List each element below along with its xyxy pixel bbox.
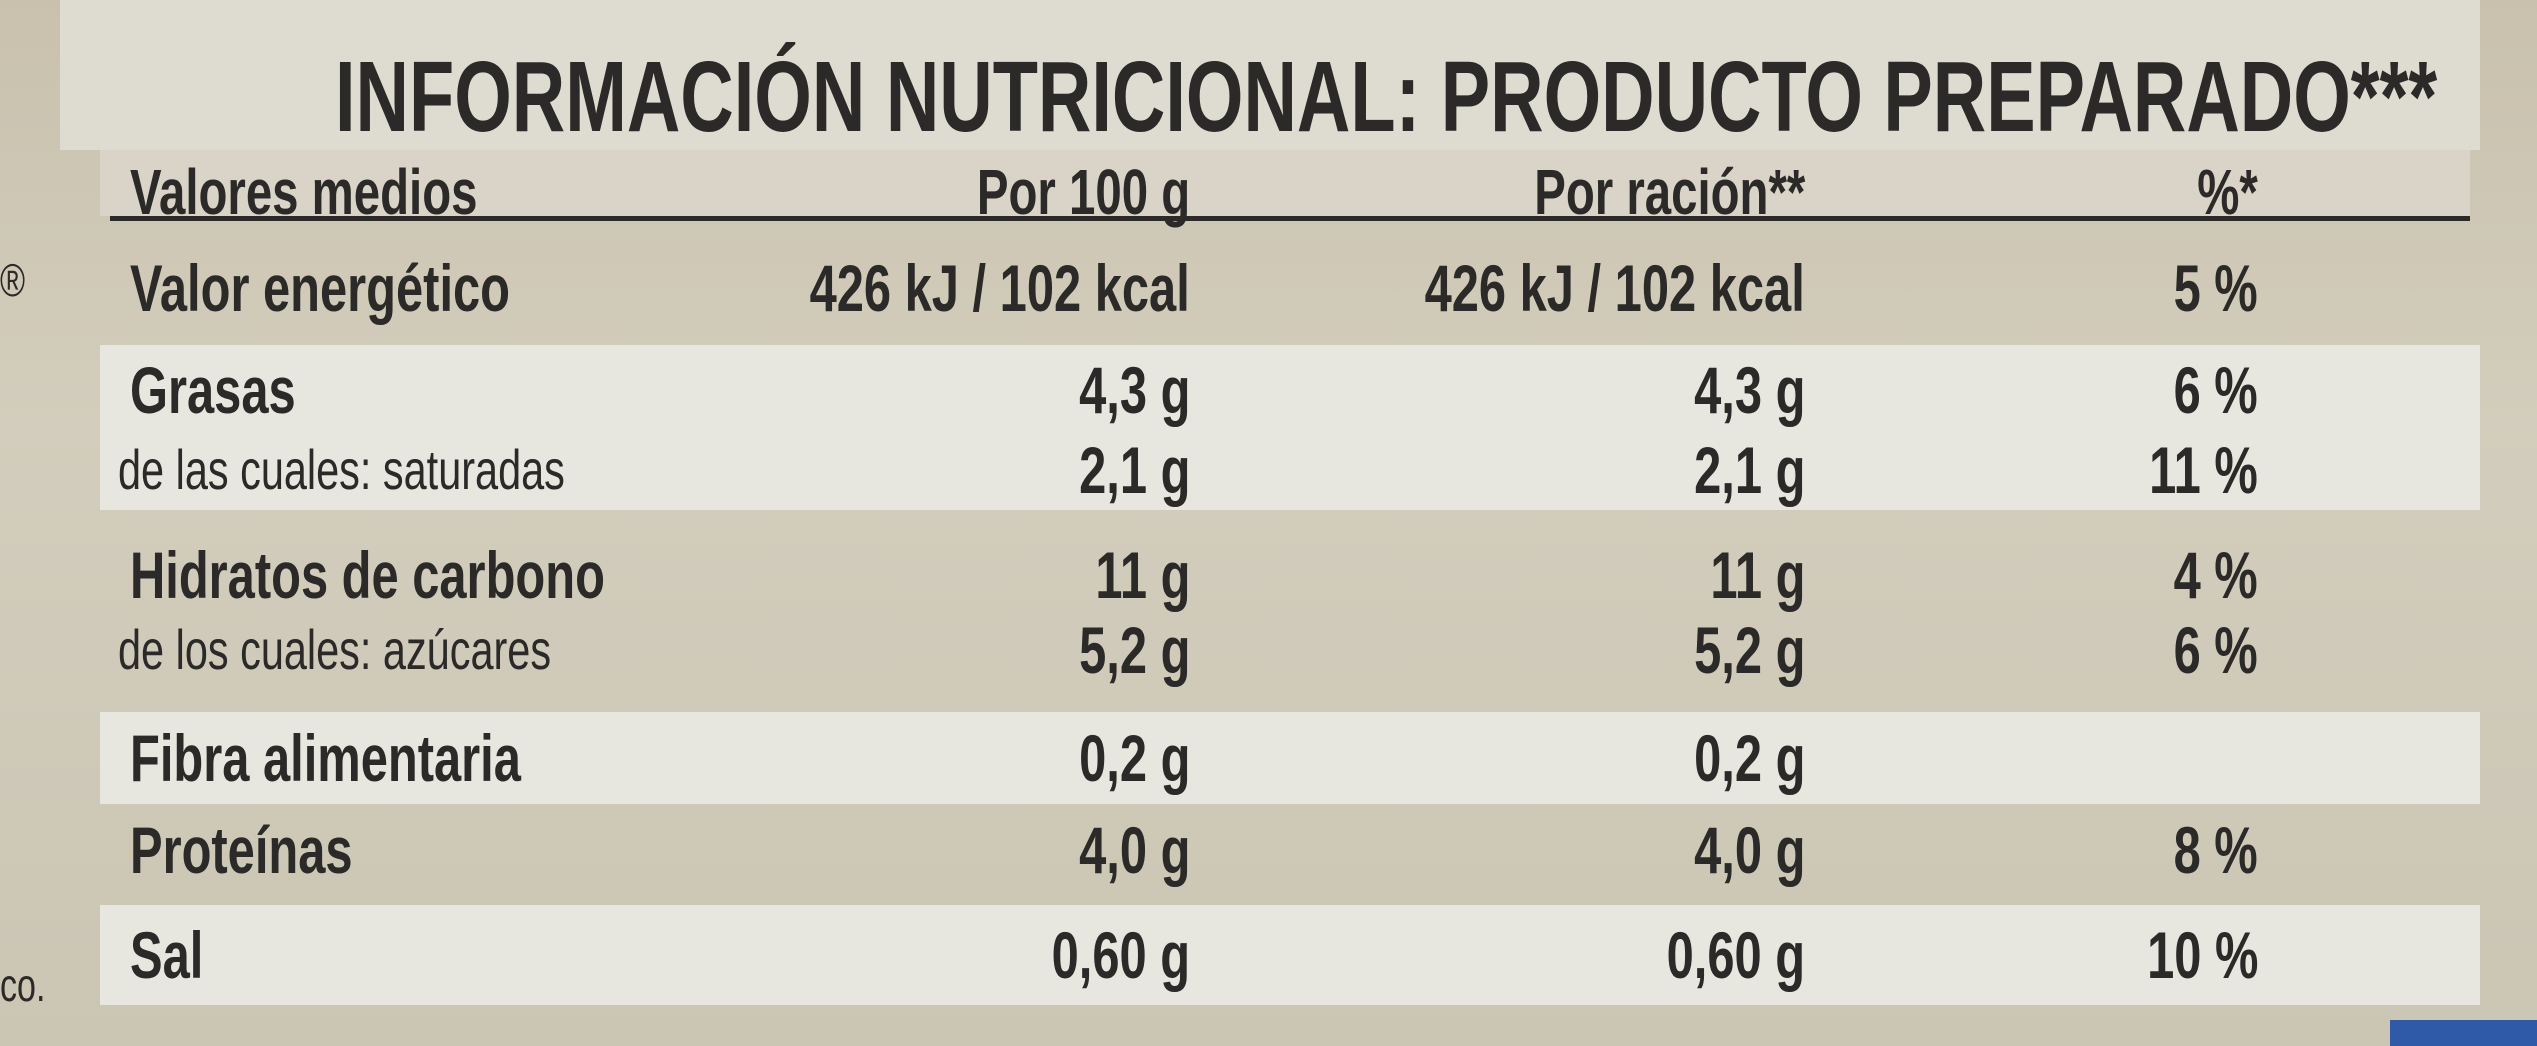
band	[60, 0, 2480, 150]
cell: 5,2 g	[1078, 613, 1190, 687]
header-cell: Por 100 g	[976, 156, 1190, 228]
cell: 4,0 g	[1693, 813, 1805, 887]
cell: 0,60 g	[1051, 918, 1190, 992]
cell: 11 %	[2149, 433, 2258, 507]
cell: 2,1 g	[1078, 433, 1190, 507]
header-cell: Valores medios	[130, 156, 478, 228]
row-label: de los cuales: azúcares	[118, 618, 552, 681]
blue-strip	[2390, 1020, 2537, 1046]
band	[100, 150, 2470, 216]
header-rule	[110, 216, 2470, 221]
cell: 426 kJ / 102 kcal	[1424, 251, 1805, 325]
cell: 8 %	[2173, 813, 2258, 887]
cell: 4,0 g	[1078, 813, 1190, 887]
row-label: de las cuales: saturadas	[118, 438, 565, 501]
cell: 4,3 g	[1078, 353, 1190, 427]
cell: 5,2 g	[1693, 613, 1805, 687]
header-cell: Por ración**	[1533, 156, 1805, 228]
edge-mark: ®	[0, 254, 26, 306]
cell: 6 %	[2173, 353, 2258, 427]
row-label: Grasas	[130, 353, 296, 427]
band	[100, 712, 2480, 804]
cell: 11 g	[1094, 538, 1190, 612]
cell: 0,60 g	[1666, 918, 1805, 992]
cell: 0,2 g	[1693, 721, 1805, 795]
title: INFORMACIÓN NUTRICIONAL: PRODUCTO PREPAR…	[335, 41, 2438, 153]
cell: 5 %	[2173, 251, 2258, 325]
cell: 426 kJ / 102 kcal	[809, 251, 1190, 325]
row-label: Valor energético	[130, 251, 511, 325]
header-cell: %*	[2197, 156, 2258, 228]
band	[100, 905, 2480, 1005]
cell: 0,2 g	[1078, 721, 1190, 795]
cell: 4,3 g	[1693, 353, 1805, 427]
cell: 11 g	[1709, 538, 1805, 612]
cell: 10 %	[2146, 918, 2258, 992]
cell: 6 %	[2173, 613, 2258, 687]
row-label: Fibra alimentaria	[130, 721, 521, 795]
band	[100, 345, 2480, 510]
row-label: Sal	[130, 918, 204, 992]
row-label: Hidratos de carbono	[130, 538, 605, 612]
cell: 4 %	[2173, 538, 2258, 612]
edge-mark: co.	[0, 959, 46, 1011]
row-label: Proteínas	[130, 813, 353, 887]
cell: 2,1 g	[1693, 433, 1805, 507]
